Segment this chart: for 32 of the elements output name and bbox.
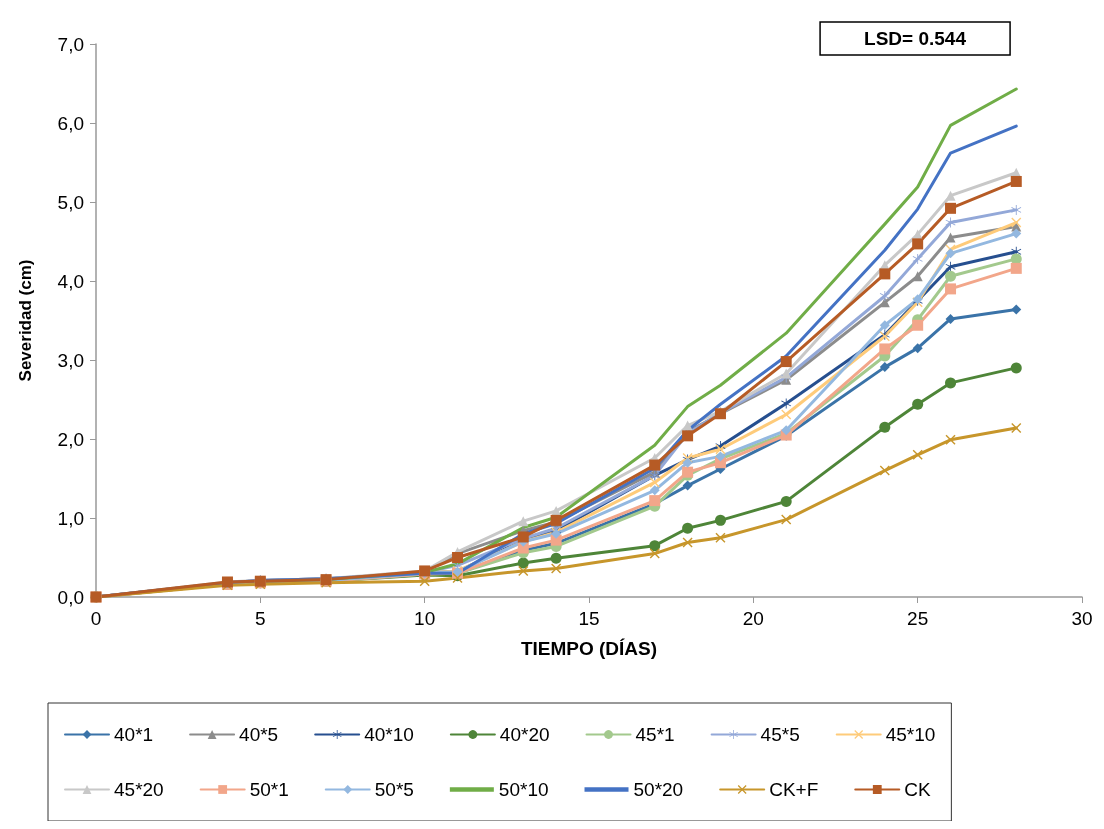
x-tick-label: 20: [742, 608, 764, 629]
legend-label: CK+F: [769, 779, 819, 800]
legend-label: 45*20: [114, 779, 164, 800]
x-axis-title: TIEMPO (DÍAS): [520, 638, 658, 659]
x-tick-label: 25: [907, 608, 929, 629]
y-tick-label: 5,0: [57, 191, 84, 213]
y-axis-title: Severidad (cm): [16, 259, 35, 382]
legend-label: 45*5: [760, 724, 800, 745]
y-tick-label: 0,0: [57, 586, 84, 608]
legend-label: 40*10: [364, 724, 414, 745]
y-tick-label: 6,0: [57, 112, 84, 134]
legend-label: 40*1: [114, 724, 154, 745]
x-tick-label: 5: [255, 608, 266, 629]
legend-label: 50*20: [633, 779, 684, 800]
y-tick-label: 2,0: [57, 428, 84, 450]
legend-label: 45*1: [635, 724, 675, 745]
legend-label: 50*10: [498, 779, 549, 800]
x-tick-label: 15: [578, 608, 600, 629]
y-tick-label: 3,0: [57, 349, 84, 371]
legend-label: 50*1: [249, 779, 289, 800]
legend-label: 40*20: [499, 724, 550, 745]
legend-label: CK: [904, 779, 931, 800]
x-tick-label: 0: [90, 608, 102, 629]
y-tick-label: 1,0: [57, 507, 84, 529]
annotation: LSD= 0.544: [864, 28, 967, 49]
y-tick-label: 7,0: [57, 33, 84, 55]
legend-label: 45*10: [885, 724, 936, 745]
y-tick-label: 4,0: [57, 270, 84, 292]
legend-label: 40*5: [239, 724, 279, 745]
legend-label: 50*5: [374, 779, 414, 800]
x-tick-label: 30: [1071, 608, 1093, 629]
x-tick-label: 10: [414, 608, 436, 629]
